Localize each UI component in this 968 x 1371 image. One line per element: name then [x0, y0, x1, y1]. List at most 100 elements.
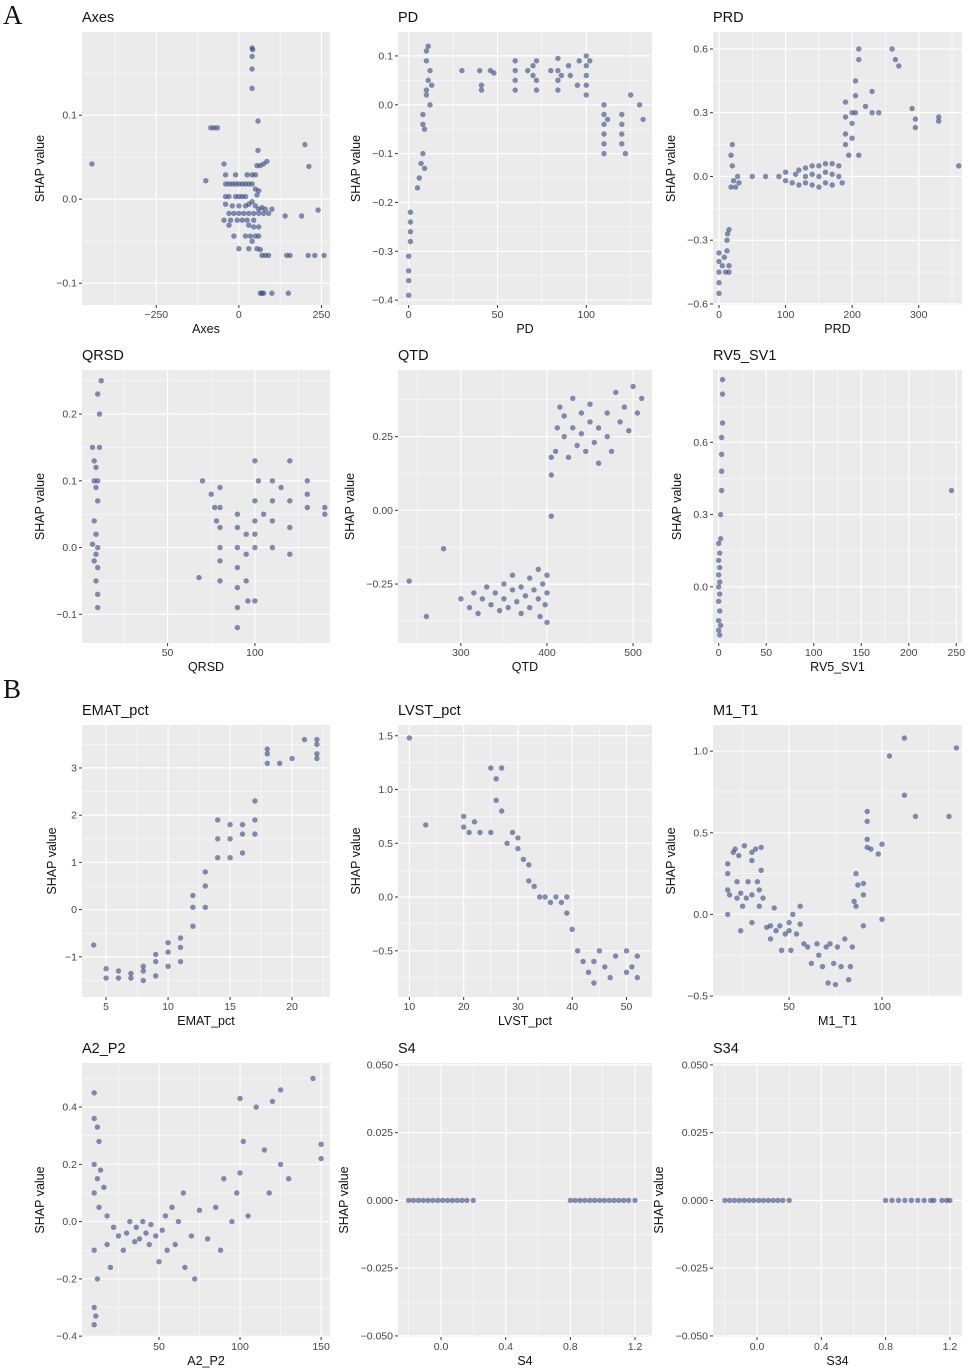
- data-point: [314, 736, 320, 743]
- data-point: [96, 1138, 102, 1145]
- data-point: [860, 880, 867, 887]
- data-point: [537, 894, 543, 900]
- data-point: [203, 178, 209, 184]
- data-point: [912, 813, 919, 820]
- data-point: [617, 419, 623, 425]
- data-point: [864, 836, 870, 842]
- data-point: [749, 892, 755, 898]
- data-point: [97, 1167, 104, 1173]
- data-point: [583, 448, 589, 455]
- data-point: [591, 1197, 598, 1204]
- data-point: [140, 1218, 146, 1225]
- data-point: [846, 152, 852, 158]
- data-point: [264, 751, 270, 757]
- data-point: [531, 883, 537, 889]
- x-tick-label: 0.0: [434, 1341, 449, 1353]
- data-point: [478, 82, 485, 88]
- panel-title: PD: [398, 10, 418, 26]
- data-point: [809, 182, 815, 188]
- data-point: [140, 977, 146, 984]
- data-point: [95, 391, 101, 397]
- data-point: [797, 903, 803, 909]
- data-point: [548, 67, 554, 74]
- data-point: [252, 458, 258, 464]
- data-point: [249, 85, 255, 92]
- data-point: [407, 209, 414, 215]
- data-point: [289, 755, 295, 762]
- panel-rv5-sv1: 0 50 100 150 200 250 0.0 0.3 0.6 RV5_SV1 RV5_SV1 SH…: [670, 348, 965, 674]
- data-point: [231, 233, 237, 239]
- data-point: [217, 484, 223, 491]
- data-point: [762, 173, 769, 180]
- data-point: [243, 578, 249, 584]
- data-point: [190, 892, 196, 899]
- data-point: [736, 852, 742, 859]
- y-axis-label: SHAP value: [349, 135, 363, 202]
- data-point: [406, 1197, 412, 1204]
- data-point: [548, 513, 554, 519]
- data-point: [231, 210, 237, 217]
- y-tick-label: 0.0: [693, 909, 708, 921]
- data-point: [726, 226, 732, 233]
- y-tick-label: 0.1: [378, 50, 393, 62]
- data-point: [110, 1224, 117, 1231]
- data-point: [461, 824, 467, 830]
- data-point: [852, 93, 859, 99]
- data-point: [738, 890, 744, 896]
- data-point: [247, 233, 254, 239]
- y-tick-label: 0.0: [378, 99, 393, 111]
- data-point: [717, 564, 723, 571]
- data-point: [823, 944, 829, 950]
- data-point: [101, 1184, 107, 1191]
- data-point: [726, 892, 733, 898]
- data-point: [852, 110, 859, 116]
- data-point: [423, 613, 430, 620]
- y-tick-label: 0.0: [693, 171, 708, 183]
- y-tick-label: 0.000: [367, 1195, 393, 1207]
- data-point: [604, 433, 610, 440]
- data-point: [188, 1233, 195, 1239]
- y-tick-label: −0.2: [56, 1273, 77, 1285]
- data-point: [716, 598, 722, 604]
- y-axis-label: SHAP value: [33, 473, 47, 540]
- data-point: [202, 869, 208, 875]
- data-point: [856, 56, 862, 63]
- data-point: [491, 70, 497, 76]
- data-point: [260, 511, 267, 517]
- data-point: [237, 1170, 243, 1176]
- data-point: [822, 161, 829, 167]
- x-tick-label: 100: [873, 1001, 891, 1013]
- data-point: [886, 753, 893, 759]
- x-tick-label: 0: [236, 309, 242, 321]
- y-tick-label: 0.0: [62, 194, 77, 206]
- data-point: [622, 150, 629, 157]
- data-point: [814, 941, 820, 947]
- data-point: [557, 404, 563, 410]
- data-point: [909, 105, 915, 112]
- data-point: [853, 870, 859, 877]
- data-point: [461, 813, 467, 820]
- data-point: [728, 152, 734, 158]
- data-point: [298, 213, 305, 219]
- data-point: [246, 210, 252, 217]
- data-point: [244, 217, 250, 223]
- data-point: [306, 163, 312, 170]
- data-point: [842, 141, 849, 148]
- data-point: [827, 941, 833, 947]
- data-point: [304, 504, 310, 511]
- x-tick-label: 300: [910, 309, 928, 321]
- panel-prd: 0 100 200 300 −0.6 −0.3 0.0 0.3 0.6 PRD PRD SHAP va…: [664, 10, 962, 336]
- data-point: [236, 246, 242, 252]
- data-point: [842, 936, 848, 942]
- data-point: [730, 178, 737, 184]
- data-point: [153, 958, 159, 965]
- data-point: [93, 531, 99, 537]
- data-point: [567, 72, 573, 79]
- data-point: [257, 246, 263, 253]
- data-point: [553, 894, 559, 900]
- data-point: [241, 210, 247, 217]
- data-point: [252, 203, 259, 209]
- data-point: [716, 572, 722, 578]
- data-point: [717, 579, 723, 585]
- data-point: [96, 1204, 102, 1211]
